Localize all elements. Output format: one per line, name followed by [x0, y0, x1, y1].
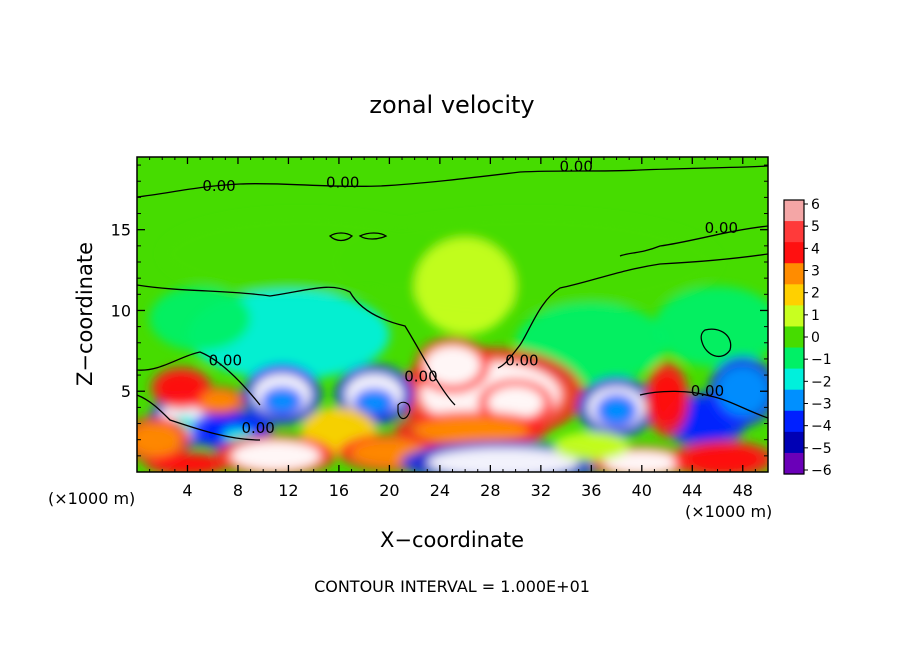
colorbar-swatch	[784, 347, 804, 370]
contour-line	[497, 253, 768, 369]
x-tick-label: 12	[278, 481, 298, 500]
x-unit-left: (×1000 m)	[48, 489, 135, 508]
x-tick-label: 20	[379, 481, 399, 500]
x-tick-label: 40	[632, 481, 652, 500]
contour-label: 0.00	[404, 368, 437, 386]
contour-line	[137, 351, 261, 406]
colorbar-label: −3	[811, 397, 832, 413]
x-tick-label: 24	[430, 481, 450, 500]
contour-label: 0.00	[691, 382, 724, 400]
field-blob	[359, 392, 390, 413]
contour-label: 0.00	[559, 158, 592, 176]
contour-line	[358, 232, 388, 240]
contour-line	[639, 390, 768, 419]
contour-layer	[137, 165, 768, 441]
colorbar-label: −6	[811, 463, 832, 479]
contour-line	[397, 401, 411, 420]
colorbar-label: 2	[811, 286, 820, 302]
field-blob	[654, 286, 768, 367]
field-blob	[414, 417, 529, 443]
colorbar-swatch	[784, 410, 804, 433]
colorbar-swatch	[784, 263, 804, 285]
field-blob	[137, 423, 182, 456]
field-blob	[266, 391, 298, 411]
x-unit-right: (×1000 m)	[685, 502, 772, 521]
contour-line	[700, 328, 732, 358]
colorbar: 6 5 4 3 2 1 0 −1 −2 −3 −4 −5 −6	[783, 197, 832, 479]
colorbar-label: 3	[811, 264, 820, 280]
colorbar-labels: 6 5 4 3 2 1 0 −1 −2 −3 −4 −5 −6	[804, 197, 832, 479]
colorbar-label: −2	[811, 374, 832, 390]
field-blob	[685, 446, 762, 472]
colorbar-label: 1	[811, 308, 820, 324]
field-blob	[231, 441, 320, 471]
field-blob	[200, 391, 238, 411]
field-blob	[338, 213, 718, 311]
field-blob	[603, 451, 680, 472]
colorbar-swatch	[784, 305, 804, 328]
colorbar-swatch	[784, 368, 804, 391]
colorbar-label: 6	[811, 197, 820, 213]
field-blob	[553, 431, 630, 461]
x-tick-label: 8	[233, 481, 243, 500]
contour-line	[137, 165, 768, 198]
contour-label: 0.00	[202, 177, 235, 195]
colorbar-swatch	[784, 452, 804, 475]
field-blob	[650, 373, 684, 426]
field-blob	[424, 346, 481, 385]
colorbar-label: 0	[811, 330, 820, 346]
x-axis-label: X−coordinate	[380, 528, 524, 552]
contour-line	[619, 225, 768, 257]
field-blob	[158, 373, 204, 403]
colorbar-label: −5	[811, 441, 832, 457]
colorbar-swatches	[784, 200, 804, 475]
contour-line	[328, 232, 354, 242]
y-tick-label: 15	[111, 221, 131, 240]
x-tick-label: 48	[733, 481, 753, 500]
field-blob	[717, 367, 768, 416]
field-layer	[137, 213, 768, 472]
colorbar-swatch	[784, 200, 804, 222]
x-tick-label: 44	[682, 481, 702, 500]
y-tick-label: 10	[111, 301, 131, 320]
field-blob	[149, 286, 251, 351]
contour-label: 0.00	[705, 219, 738, 237]
field-blob	[414, 237, 516, 335]
field-blob	[487, 386, 544, 419]
contour-label: 0.00	[241, 419, 274, 437]
x-tick-label: 16	[329, 481, 349, 500]
colorbar-swatch	[784, 284, 804, 306]
contour-label-layer: 0.00 0.00 0.00 0.00 0.00 0.00 0.00 0.00 0.00	[202, 158, 738, 438]
y-axis-label: Z−coordinate	[73, 242, 97, 386]
colorbar-label: −1	[811, 352, 832, 368]
field-blob	[601, 399, 632, 422]
chart-title: zonal velocity	[369, 91, 534, 119]
colorbar-swatch	[784, 389, 804, 412]
y-tick-label: 5	[121, 382, 131, 401]
contour-label: 0.00	[209, 351, 242, 369]
contour-line	[137, 394, 261, 441]
contour-line	[137, 284, 456, 406]
x-tick-label: 4	[182, 481, 192, 500]
colorbar-swatch	[784, 431, 804, 454]
x-tick-label: 28	[480, 481, 500, 500]
x-tick-label: 36	[581, 481, 601, 500]
x-tick-label: 32	[531, 481, 551, 500]
contour-label: 0.00	[505, 351, 538, 369]
colorbar-swatch	[784, 242, 804, 264]
contour-label: 0.00	[326, 174, 359, 192]
colorbar-label: 5	[811, 219, 820, 235]
colorbar-label: −4	[811, 419, 832, 435]
x-ticks: 4 8 12 16 20 24 28 32 36 40 44 48	[149, 157, 756, 500]
contour-interval-note: CONTOUR INTERVAL = 1.000E+01	[314, 577, 590, 596]
colorbar-label: 4	[811, 241, 820, 257]
colorbar-swatch	[784, 326, 804, 349]
y-ticks: 5 10 15	[111, 164, 768, 457]
colorbar-swatch	[784, 221, 804, 243]
